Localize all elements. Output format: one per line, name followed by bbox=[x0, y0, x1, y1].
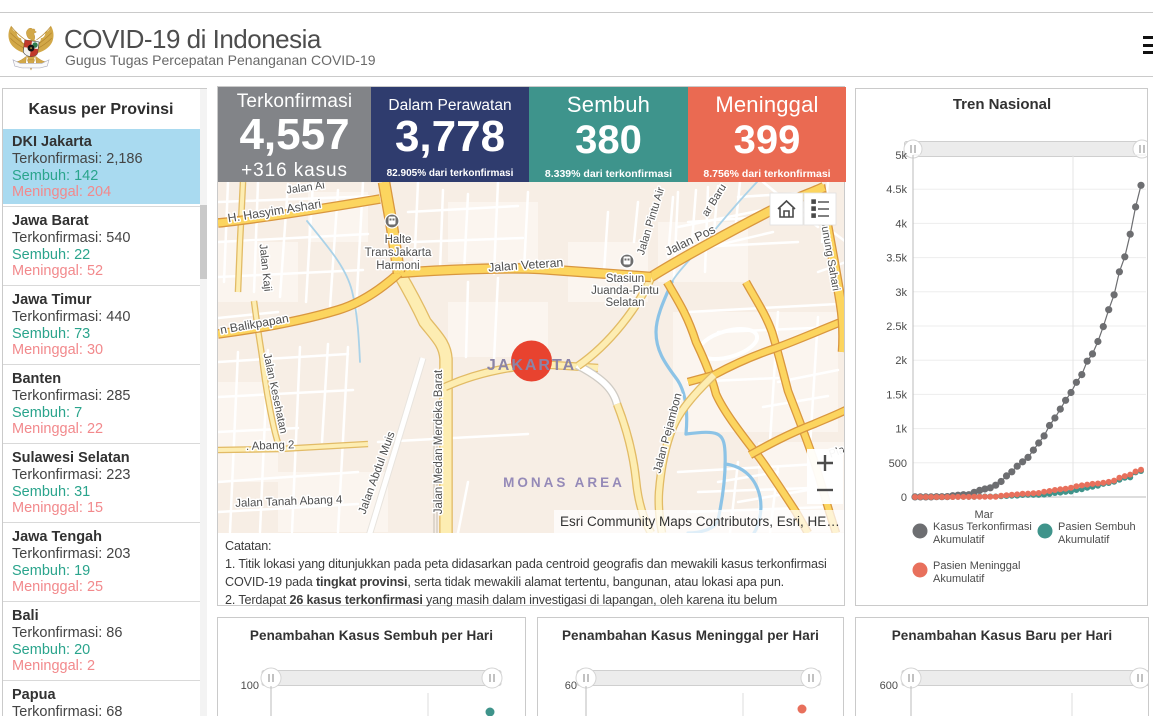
svg-text:Juanda-Pintu: Juanda-Pintu bbox=[591, 285, 659, 297]
svg-text:Jalan Tanah Abang 4: Jalan Tanah Abang 4 bbox=[235, 494, 343, 510]
svg-text:600: 600 bbox=[880, 680, 898, 692]
svg-text:5k: 5k bbox=[895, 150, 907, 162]
svg-text:Pasien Sembuh: Pasien Sembuh bbox=[1058, 521, 1136, 533]
svg-text:3.5k: 3.5k bbox=[886, 253, 907, 265]
svg-text:TransJakarta: TransJakarta bbox=[365, 247, 432, 259]
svg-text:Stasiun: Stasiun bbox=[606, 273, 644, 285]
svg-text:Esri Community Maps Contributo: Esri Community Maps Contributors, Esri, … bbox=[560, 514, 840, 529]
svg-text:4.5k: 4.5k bbox=[886, 184, 907, 196]
svg-text:0: 0 bbox=[901, 492, 907, 504]
svg-text:Tren Nasional: Tren Nasional bbox=[953, 96, 1051, 113]
svg-text:ar Baru: ar Baru bbox=[700, 182, 729, 219]
svg-text:Akumulatif: Akumulatif bbox=[933, 534, 985, 546]
svg-text:. Abang 2: . Abang 2 bbox=[246, 439, 295, 453]
svg-text:2.5k: 2.5k bbox=[886, 321, 907, 333]
svg-text:Jalan Pos: Jalan Pos bbox=[663, 222, 718, 258]
svg-text:100: 100 bbox=[241, 680, 259, 692]
svg-text:Mar: Mar bbox=[975, 509, 994, 521]
svg-text:Jalan Kaji: Jalan Kaji bbox=[257, 243, 274, 292]
svg-text:2k: 2k bbox=[895, 355, 907, 367]
svg-text:4k: 4k bbox=[895, 218, 907, 230]
svg-text:Pasien Meninggal: Pasien Meninggal bbox=[933, 560, 1020, 572]
svg-text:Jalan Ai: Jalan Ai bbox=[286, 182, 326, 197]
svg-text:Selatan: Selatan bbox=[605, 297, 644, 309]
svg-text:Akumulatif: Akumulatif bbox=[933, 573, 985, 585]
svg-text:3k: 3k bbox=[895, 287, 907, 299]
svg-text:60: 60 bbox=[565, 680, 577, 692]
svg-text:1k: 1k bbox=[895, 424, 907, 436]
svg-text:Kasus Terkonfirmasi: Kasus Terkonfirmasi bbox=[933, 521, 1032, 533]
svg-text:Jalan Veteran: Jalan Veteran bbox=[488, 255, 564, 274]
svg-text:1.5k: 1.5k bbox=[886, 389, 907, 401]
svg-text:Jalan Kesehatan: Jalan Kesehatan bbox=[261, 352, 290, 435]
svg-text:JAKARTA: JAKARTA bbox=[487, 357, 576, 374]
svg-text:500: 500 bbox=[889, 458, 907, 470]
svg-text:Halte: Halte bbox=[385, 234, 412, 246]
svg-text:Harmoni: Harmoni bbox=[376, 260, 419, 272]
svg-text:Jalan Pejambon: Jalan Pejambon bbox=[652, 392, 685, 475]
svg-text:Jalan Abdul Muis: Jalan Abdul Muis bbox=[357, 430, 398, 516]
svg-text:H. Hasyim Ashari: H. Hasyim Ashari bbox=[227, 197, 322, 226]
svg-text:Akumulatif: Akumulatif bbox=[1058, 534, 1110, 546]
svg-text:n Balikpapan: n Balikpapan bbox=[219, 311, 290, 337]
svg-text:MONAS AREA: MONAS AREA bbox=[503, 475, 625, 490]
svg-text:Jalan Medan Merdeka Barat: Jalan Medan Merdeka Barat bbox=[433, 369, 445, 514]
